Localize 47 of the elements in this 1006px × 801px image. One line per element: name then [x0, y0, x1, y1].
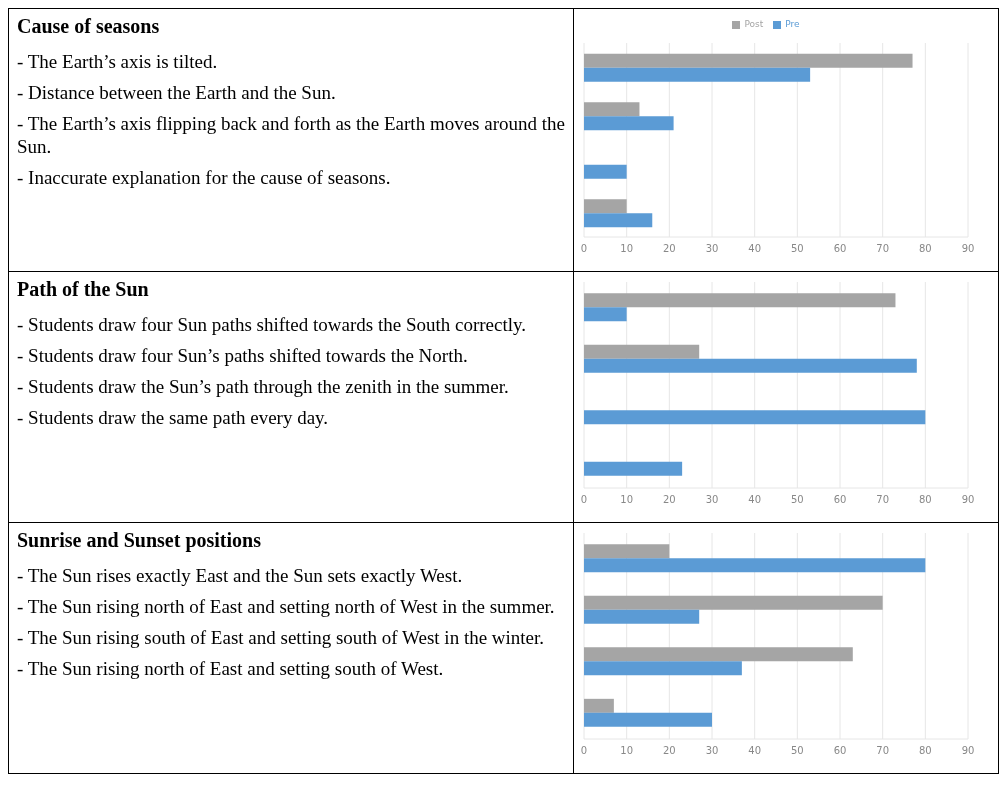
x-tick-label: 80	[918, 745, 932, 757]
text: - The Earth’s axis flipping back and forth as the Earth moves around the Sun.	[17, 112, 565, 158]
x-tick-label: 40	[748, 243, 762, 255]
text: - The Sun rising north of East and setting south of West.	[17, 657, 445, 680]
x-tick-label: 30	[705, 243, 719, 255]
x-tick-label: 10	[620, 745, 634, 757]
x-tick-label: 40	[748, 494, 762, 506]
x-tick-label: 0	[580, 745, 588, 757]
legend-label: Pre	[785, 19, 800, 29]
x-tick-label: 50	[790, 243, 804, 255]
x-tick-label: 60	[833, 243, 847, 255]
legend-label: Post	[744, 19, 764, 29]
x-tick-label: 30	[705, 494, 719, 506]
x-tick-label: 0	[580, 243, 588, 255]
x-tick-label: 90	[961, 243, 975, 255]
x-tick-label: 90	[961, 494, 975, 506]
text: Cause of seasons	[17, 15, 161, 38]
text: Path of the Sun	[17, 278, 150, 301]
x-tick-label: 40	[748, 745, 762, 757]
text: - The Sun rising north of East and setting north of West in the summer.	[17, 595, 556, 618]
x-tick-label: 20	[662, 494, 676, 506]
x-tick-label: 50	[790, 745, 804, 757]
x-tick-label: 0	[580, 494, 588, 506]
x-tick-label: 70	[876, 243, 890, 255]
text: - Students draw four Sun paths shifted towards the South correctly.	[17, 313, 528, 336]
text: - Students draw the Sun’s path through the zenith in the summer.	[17, 375, 510, 398]
text: - The Sun rises exactly East and the Sun sets exactly West.	[17, 564, 464, 587]
x-tick-label: 80	[918, 494, 932, 506]
text: - The Earth’s axis is tilted.	[17, 50, 219, 73]
x-tick-label: 20	[662, 745, 676, 757]
x-tick-label: 90	[961, 745, 975, 757]
text: - Students draw four Sun’s paths shifted towards the North.	[17, 344, 469, 367]
text: - Students draw the same path every day.	[17, 406, 330, 429]
x-tick-label: 70	[876, 494, 890, 506]
x-tick-label: 50	[790, 494, 804, 506]
x-tick-label: 10	[620, 243, 634, 255]
text: Sunrise and Sunset positions	[17, 529, 262, 552]
text: - Inaccurate explanation for the cause of seasons.	[17, 166, 392, 189]
x-tick-label: 70	[876, 745, 890, 757]
text: - Distance between the Earth and the Sun.	[17, 81, 337, 104]
x-tick-label: 60	[833, 745, 847, 757]
x-tick-label: 10	[620, 494, 634, 506]
x-tick-label: 60	[833, 494, 847, 506]
x-tick-label: 20	[662, 243, 676, 255]
x-tick-label: 30	[705, 745, 719, 757]
x-tick-label: 80	[918, 243, 932, 255]
text: - The Sun rising south of East and setting south of West in the winter.	[17, 626, 546, 649]
